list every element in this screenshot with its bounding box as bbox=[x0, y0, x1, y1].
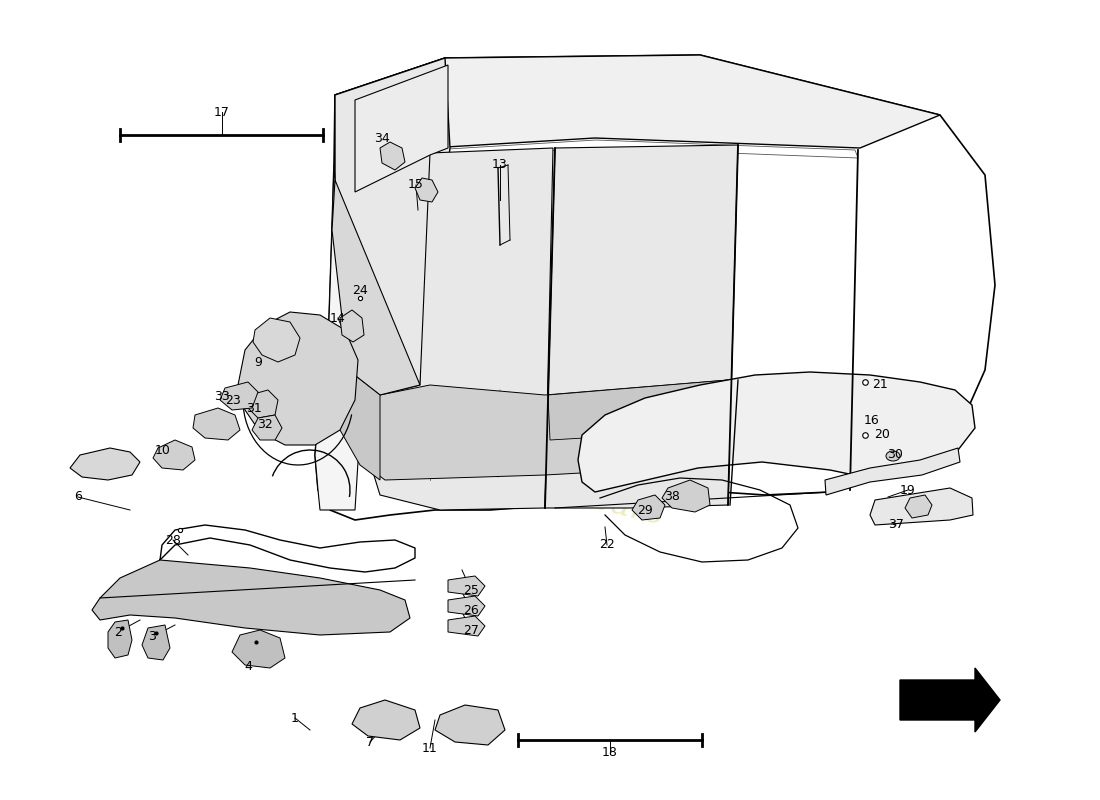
Text: 4: 4 bbox=[244, 659, 252, 673]
Text: 34: 34 bbox=[374, 131, 389, 145]
Polygon shape bbox=[252, 415, 282, 440]
Polygon shape bbox=[578, 372, 975, 492]
Polygon shape bbox=[448, 616, 485, 636]
Text: 10: 10 bbox=[155, 445, 170, 458]
Text: 37: 37 bbox=[888, 518, 904, 531]
Text: 22: 22 bbox=[600, 538, 615, 551]
Text: 11: 11 bbox=[422, 742, 438, 754]
Polygon shape bbox=[632, 495, 666, 520]
Text: 18: 18 bbox=[602, 746, 618, 758]
Polygon shape bbox=[153, 440, 195, 470]
Text: 9: 9 bbox=[254, 355, 262, 369]
Text: 31: 31 bbox=[246, 402, 262, 414]
Text: 27: 27 bbox=[463, 623, 478, 637]
Text: 28: 28 bbox=[165, 534, 180, 546]
Polygon shape bbox=[70, 448, 140, 480]
Polygon shape bbox=[434, 705, 505, 745]
Ellipse shape bbox=[886, 451, 900, 461]
Polygon shape bbox=[900, 668, 1000, 732]
Polygon shape bbox=[108, 620, 132, 658]
Polygon shape bbox=[544, 145, 738, 508]
Text: a passion for cars: a passion for cars bbox=[367, 428, 667, 532]
Polygon shape bbox=[92, 560, 410, 635]
Text: 17: 17 bbox=[214, 106, 230, 118]
Polygon shape bbox=[448, 596, 485, 616]
Polygon shape bbox=[448, 576, 485, 596]
Polygon shape bbox=[315, 165, 360, 510]
Polygon shape bbox=[348, 148, 553, 510]
Text: 32: 32 bbox=[257, 418, 273, 431]
Polygon shape bbox=[336, 55, 940, 180]
Text: 15: 15 bbox=[408, 178, 424, 191]
Polygon shape bbox=[142, 625, 170, 660]
Polygon shape bbox=[905, 495, 932, 518]
Polygon shape bbox=[220, 382, 258, 410]
Polygon shape bbox=[355, 65, 448, 192]
Text: 21: 21 bbox=[872, 378, 888, 391]
Text: 25: 25 bbox=[463, 583, 478, 597]
Text: 1: 1 bbox=[292, 711, 299, 725]
Polygon shape bbox=[253, 318, 300, 362]
Polygon shape bbox=[870, 488, 974, 525]
Polygon shape bbox=[328, 370, 380, 480]
Text: 19: 19 bbox=[900, 483, 916, 497]
Polygon shape bbox=[315, 55, 996, 520]
Text: 14: 14 bbox=[330, 311, 345, 325]
Text: 6: 6 bbox=[74, 490, 81, 503]
Text: 30: 30 bbox=[887, 449, 903, 462]
Text: 26: 26 bbox=[463, 603, 478, 617]
Text: 16: 16 bbox=[865, 414, 880, 426]
Polygon shape bbox=[825, 448, 960, 495]
Text: 38: 38 bbox=[664, 490, 680, 503]
Polygon shape bbox=[379, 142, 405, 170]
Polygon shape bbox=[336, 58, 450, 395]
Text: 7: 7 bbox=[366, 735, 374, 749]
Text: 20: 20 bbox=[874, 429, 890, 442]
Polygon shape bbox=[238, 312, 358, 445]
Polygon shape bbox=[232, 630, 285, 668]
Text: 3: 3 bbox=[148, 630, 156, 643]
Polygon shape bbox=[352, 700, 420, 740]
Text: 24: 24 bbox=[352, 283, 367, 297]
Text: 13: 13 bbox=[492, 158, 508, 171]
Text: 23: 23 bbox=[226, 394, 241, 406]
Text: 29: 29 bbox=[637, 503, 653, 517]
Polygon shape bbox=[340, 310, 364, 342]
Polygon shape bbox=[662, 480, 710, 512]
Polygon shape bbox=[415, 178, 438, 202]
Text: 33: 33 bbox=[214, 390, 230, 403]
Polygon shape bbox=[548, 380, 730, 440]
Polygon shape bbox=[332, 180, 420, 395]
Text: 2: 2 bbox=[114, 626, 122, 638]
Polygon shape bbox=[360, 380, 740, 480]
Polygon shape bbox=[192, 408, 240, 440]
Polygon shape bbox=[248, 390, 278, 418]
